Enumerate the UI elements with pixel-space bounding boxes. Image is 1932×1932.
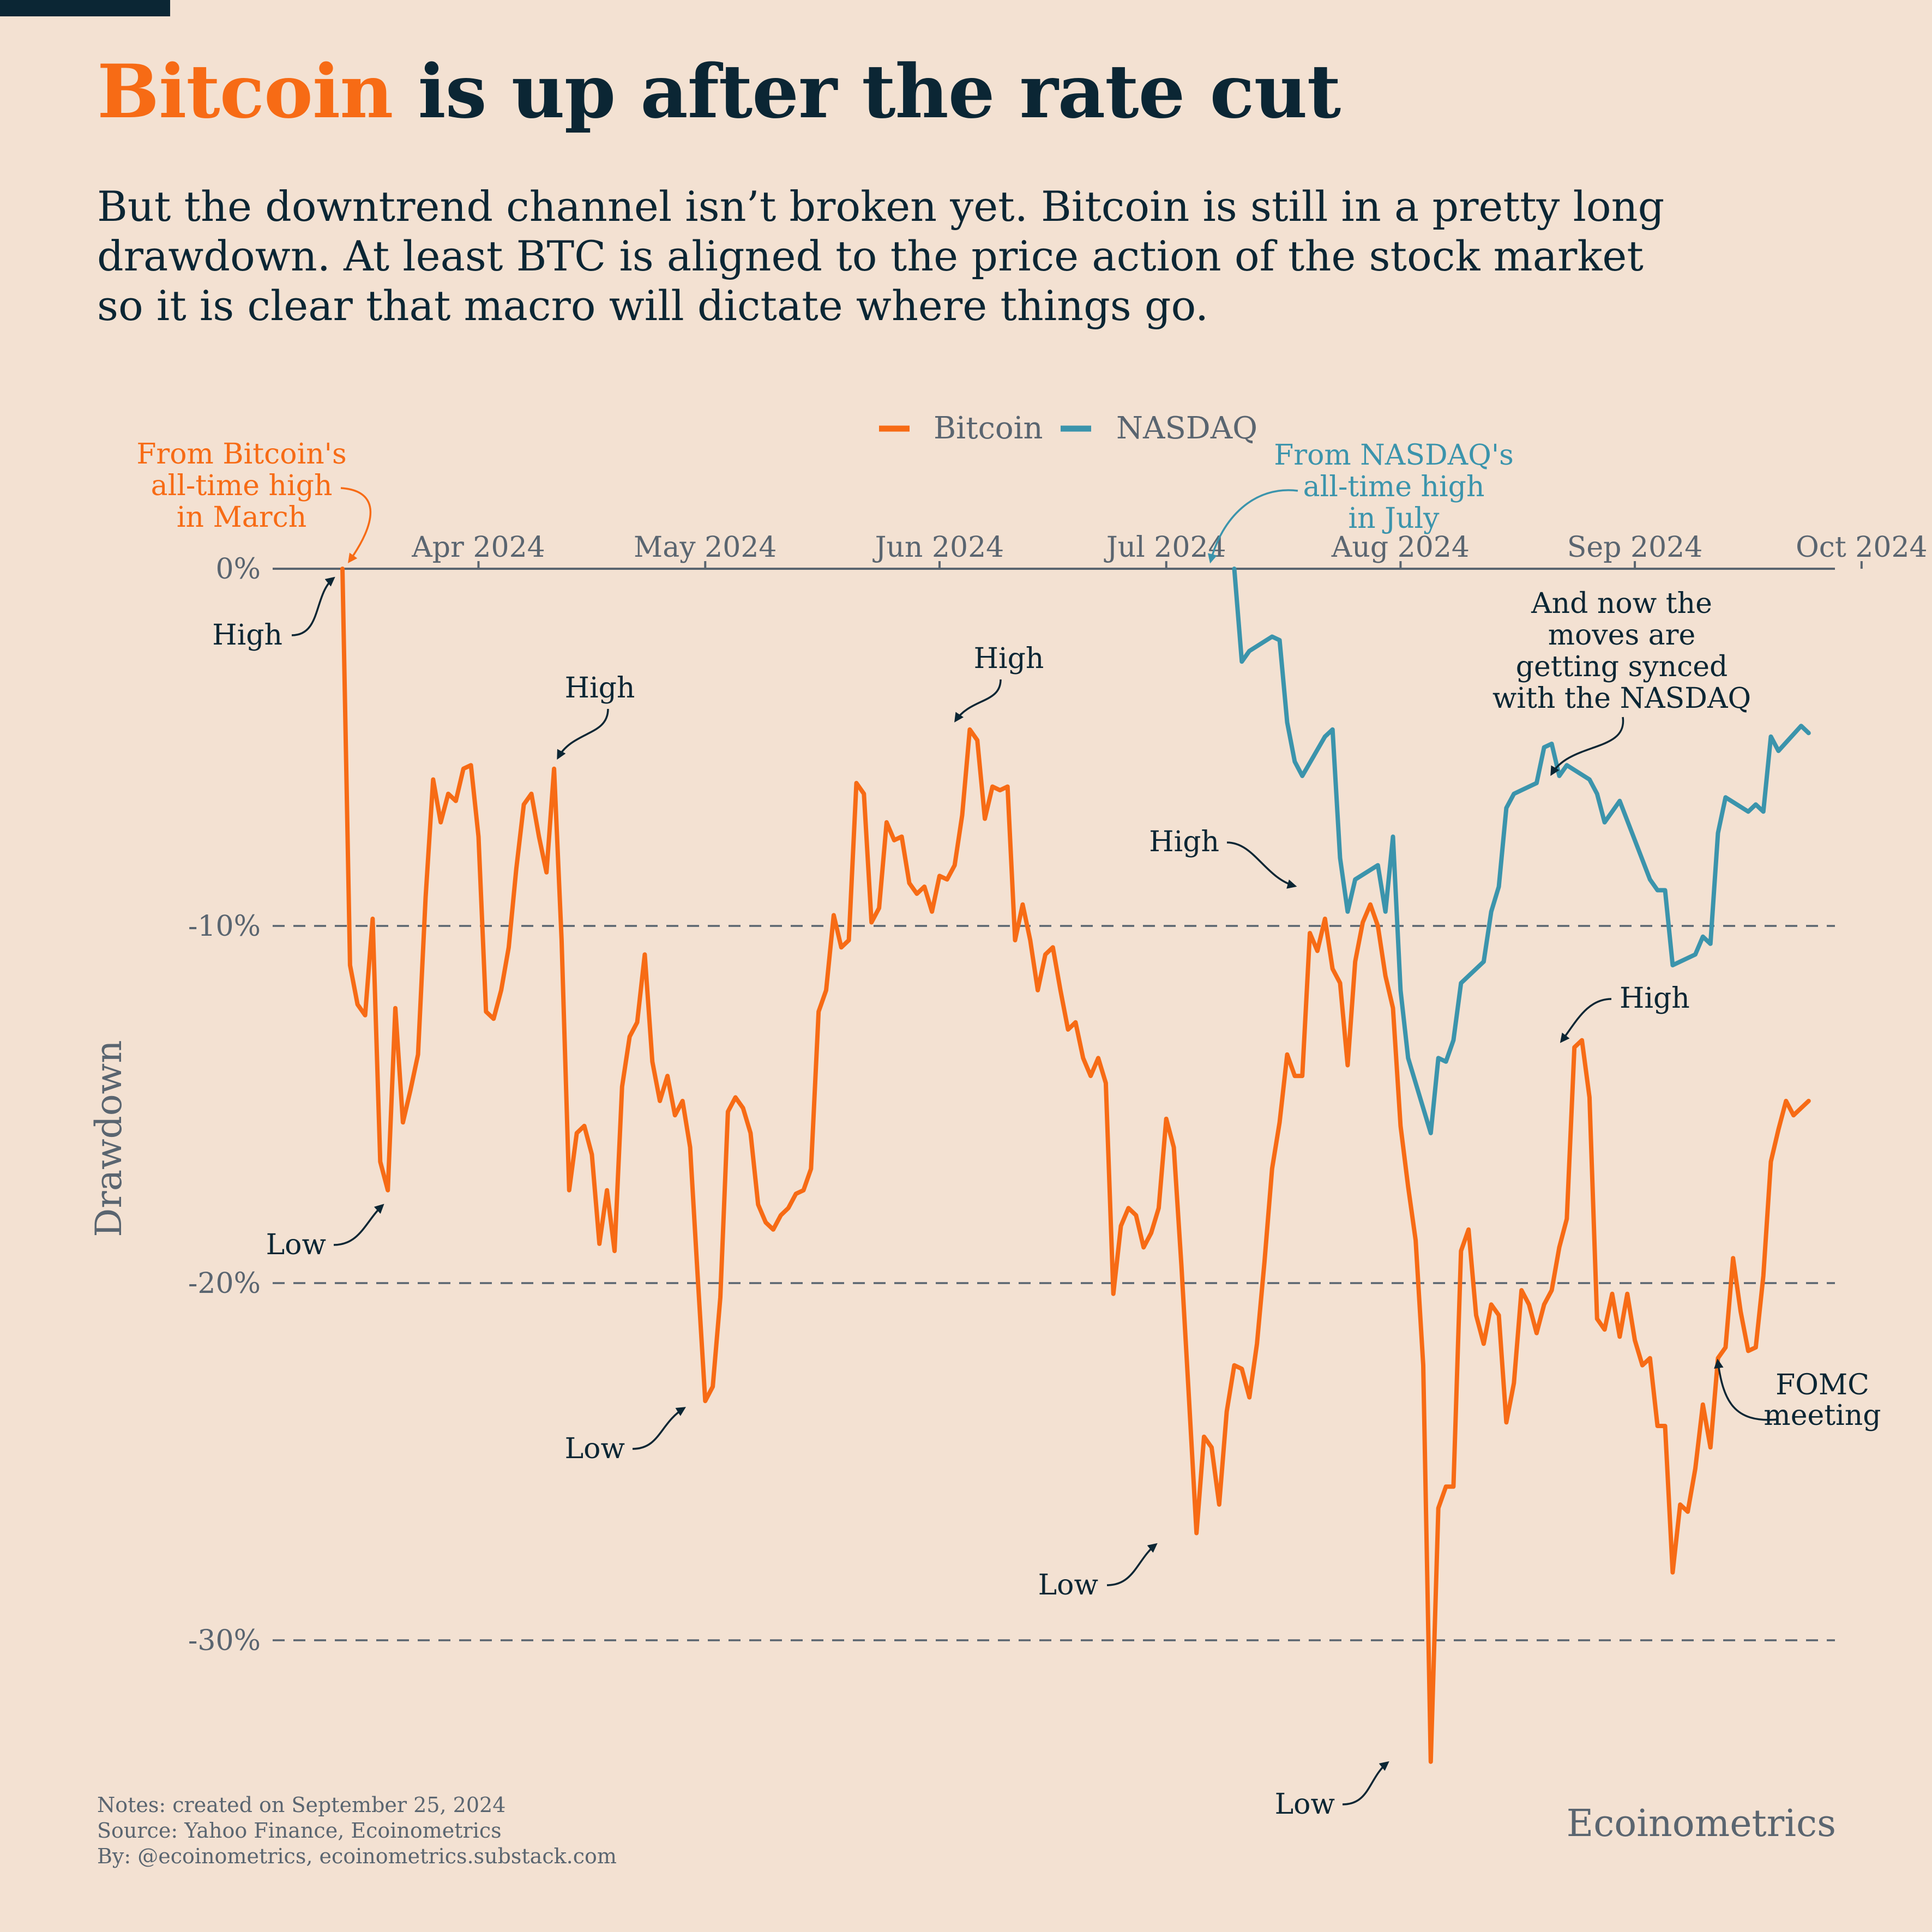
annotation-12: And now the moves are getting synced with t… [1492, 587, 1751, 715]
annotation-13: FOMC meeting [1764, 1369, 1881, 1432]
x-tick-label: Jul 2024 [1104, 531, 1226, 564]
y-tick-label: 0% [216, 553, 261, 586]
page-title: Bitcoin is up after the rate cut [97, 48, 1341, 135]
annotation-4: Low [266, 1229, 326, 1261]
subtitle-line-2: drawdown. At least BTC is aligned to the… [97, 232, 1644, 280]
annotation-9: High [1149, 826, 1219, 858]
series-line-bitcoin [340, 567, 1811, 1764]
series-line-nasdaq [1232, 567, 1811, 1135]
annotation-arrow [632, 1407, 686, 1450]
annotation-6: Low [565, 1433, 625, 1465]
annotation-arrow [340, 487, 372, 563]
subtitle-line-1: But the downtrend channel isn’t broken y… [97, 182, 1665, 231]
footer-notes: Notes: created on September 25, 2024 [97, 1793, 506, 1817]
x-tick-label: Sep 2024 [1567, 531, 1703, 564]
legend: Bitcoin NASDAQ [879, 411, 1257, 446]
annotation-8: Low [1038, 1569, 1098, 1602]
annotation-arrow [333, 1203, 384, 1246]
title-rest: is up after the rate cut [393, 48, 1341, 135]
x-tick-label: Oct 2024 [1796, 531, 1928, 564]
annotation-arrow [291, 576, 335, 636]
annotation-11: High [1620, 982, 1690, 1015]
annotation-arrow [1226, 841, 1297, 889]
series-layer [340, 567, 1811, 1764]
legend-label-nasdaq: NASDAQ [1116, 411, 1257, 446]
annotation-10: Low [1275, 1788, 1335, 1821]
annotation-2: From NASDAQ's all-time high in July [1274, 439, 1514, 535]
annotation-arrow [1342, 1761, 1389, 1805]
y-tick-label: -10% [188, 910, 261, 943]
footer-source: Source: Yahoo Finance, Ecoinometrics [97, 1819, 502, 1843]
brand-logo-text: Ecoinometrics [1566, 1802, 1836, 1845]
annotation-arrow [1106, 1543, 1158, 1586]
annotation-5: High [565, 672, 635, 705]
footer-by: By: @ecoinometrics, ecoinometrics.substa… [97, 1844, 617, 1868]
annotation-arrow [557, 708, 609, 760]
annotation-arrow [1560, 998, 1612, 1043]
x-tick-label: Apr 2024 [411, 531, 545, 564]
annotation-3: High [212, 619, 282, 652]
y-axis-label: Drawdown [88, 1040, 130, 1237]
annotation-arrow [954, 679, 1002, 723]
subtitle-line-3: so it is clear that macro will dictate w… [97, 281, 1209, 330]
annotation-layer: From Bitcoin's all-time high in March From … [136, 438, 1881, 1821]
annotation-7: High [974, 642, 1044, 675]
y-tick-label: -20% [188, 1267, 261, 1300]
title-highlight: Bitcoin [97, 48, 393, 135]
x-tick-label: May 2024 [634, 531, 777, 564]
x-tick-label: Jun 2024 [872, 531, 1004, 564]
x-tick-label: Aug 2024 [1331, 531, 1470, 564]
y-tick-label: -30% [188, 1624, 261, 1657]
legend-label-bitcoin: Bitcoin [934, 411, 1043, 446]
annotation-arrow [1714, 1358, 1778, 1421]
annotation-arrow [1207, 489, 1298, 564]
footer: Notes: created on September 25, 2024 Sou… [97, 1792, 617, 1869]
axis-layer: 0% -10% -20% -30% Apr 2024 May 2024 Jun 2024 Ju… [188, 531, 1928, 1657]
annotation-arrow [1550, 717, 1624, 777]
subtitle: But the downtrend channel isn’t broken y… [97, 182, 1733, 330]
annotation-1: From Bitcoin's all-time high in March [136, 438, 346, 534]
grid-layer [273, 568, 1835, 1641]
top-accent-bar [0, 0, 170, 16]
